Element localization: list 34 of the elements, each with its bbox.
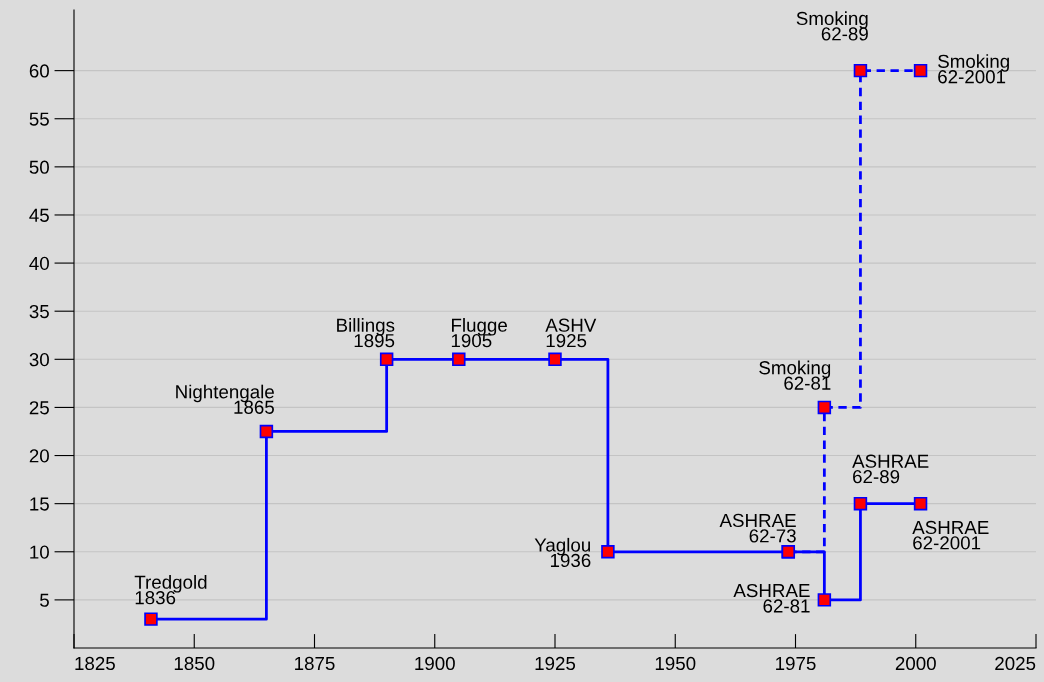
- y-tick-label: 45: [29, 208, 49, 222]
- y-tick-label: 25: [29, 401, 49, 415]
- annotation: Smoking 62-2001: [938, 54, 1009, 84]
- annotation: Yaglou 1936: [534, 537, 591, 568]
- annotation: Smoking 62-81: [759, 360, 831, 390]
- y-tick-label: 5: [40, 593, 49, 607]
- y-tick-label: 20: [29, 449, 49, 463]
- annotation: Nightengale 1865: [176, 384, 274, 414]
- y-tick-label: 10: [30, 545, 49, 559]
- annotation: ASHRAE 62-89: [852, 454, 929, 484]
- x-tick-label: 1950: [655, 656, 696, 671]
- y-tick-label: 50: [29, 160, 49, 174]
- annotation: ASHRAE 62-2001: [912, 520, 989, 550]
- annotation: ASHRAE 62-73: [719, 513, 796, 543]
- y-tick-label: 35: [29, 304, 49, 319]
- annotation: ASHRAE 62-81: [733, 583, 810, 613]
- annotation: ASHV 1925: [545, 318, 597, 348]
- x-tick-label: 1850: [174, 656, 215, 671]
- y-tick-label: 30: [29, 353, 49, 367]
- x-tick-label: 1875: [295, 656, 335, 671]
- y-tick-label: 15: [30, 497, 49, 511]
- annotation: Flugge 1905: [451, 318, 507, 348]
- x-tick-label: 1825: [75, 656, 115, 671]
- x-tick-label: 1900: [415, 656, 455, 671]
- annotation: Billings 1895: [337, 318, 395, 348]
- x-tick-label: 1975: [776, 656, 816, 671]
- x-tick-label: 1925: [535, 656, 576, 671]
- y-tick-label: 40: [29, 256, 49, 271]
- annotation: Tredgold 1836: [134, 575, 207, 605]
- x-tick-label: 2025: [995, 656, 1036, 671]
- y-tick-label: 55: [29, 112, 49, 126]
- y-tick-label: 60: [29, 64, 49, 78]
- x-tick-label: 2000: [895, 656, 936, 671]
- annotation: Smoking 62-89: [796, 11, 868, 41]
